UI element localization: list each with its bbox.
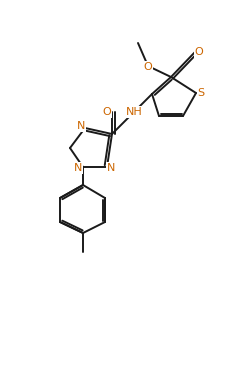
Text: N: N — [74, 163, 82, 173]
Text: O: O — [144, 62, 152, 72]
Text: N: N — [77, 121, 85, 131]
Text: S: S — [197, 88, 205, 98]
Text: O: O — [195, 47, 203, 57]
Text: N: N — [107, 163, 115, 173]
Text: O: O — [103, 107, 111, 117]
Text: NH: NH — [126, 107, 142, 117]
